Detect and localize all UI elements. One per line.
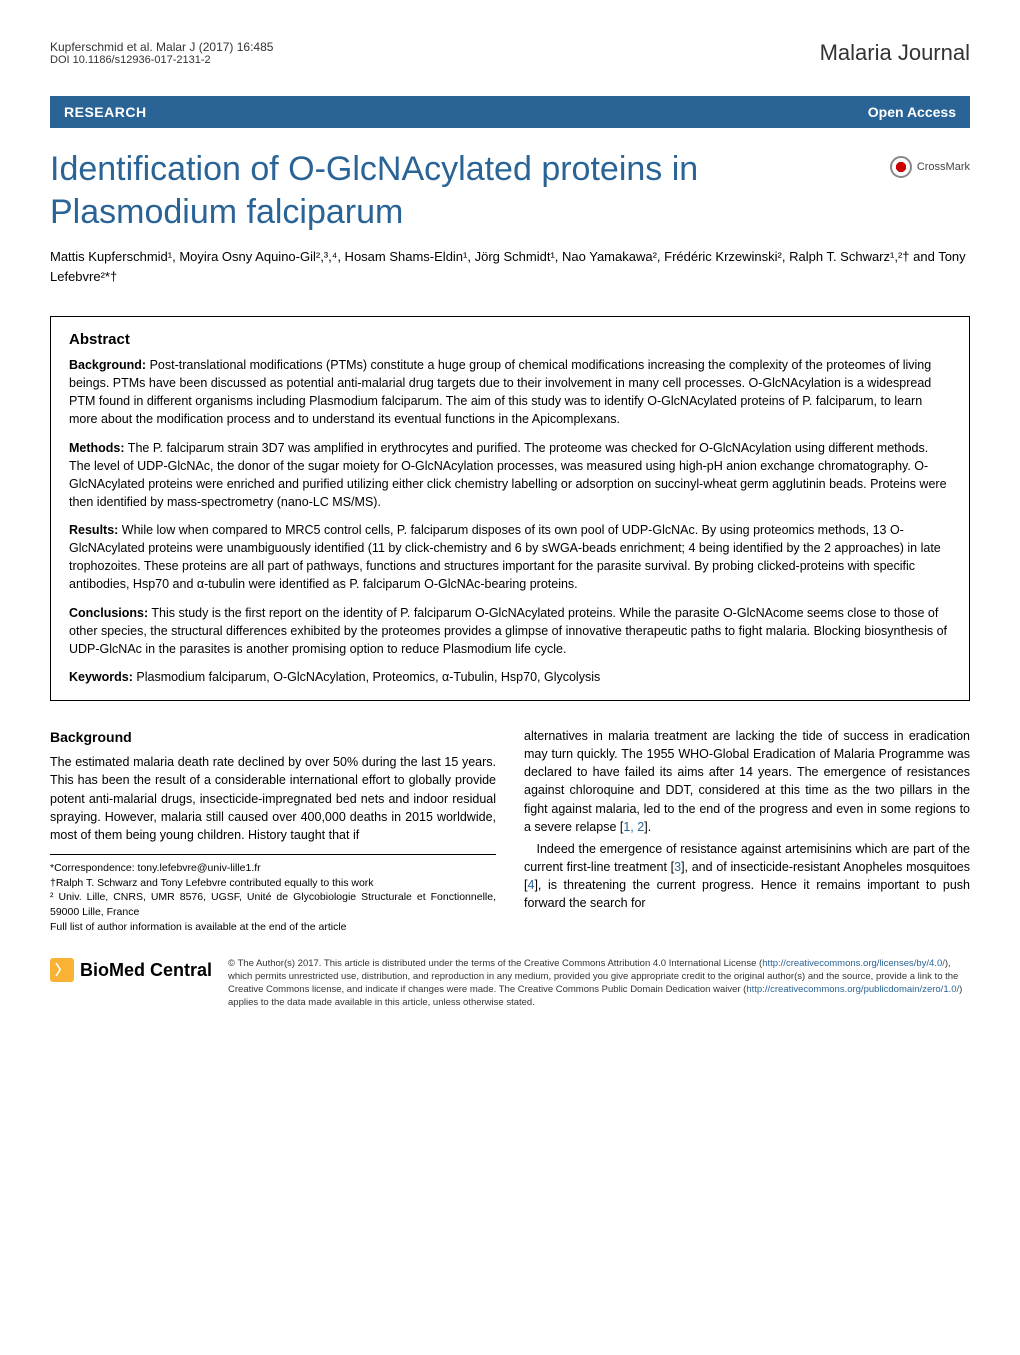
abstract-heading: Abstract xyxy=(69,331,951,348)
article-title: Identification of O-GlcNAcylated protein… xyxy=(50,148,870,233)
body-columns: Background The estimated malaria death r… xyxy=(50,727,970,934)
right-p1-end: ]. xyxy=(644,820,651,834)
license-text: © The Author(s) 2017. This article is di… xyxy=(228,958,970,1009)
crossmark-label: CrossMark xyxy=(917,161,970,173)
abstract-keywords-label: Keywords: xyxy=(69,670,133,684)
abstract-conclusions-label: Conclusions: xyxy=(69,606,148,620)
abstract-background-label: Background: xyxy=(69,358,146,372)
right-p2c: ], is threatening the current progress. … xyxy=(524,878,970,910)
right-column: alternatives in malaria treatment are la… xyxy=(524,727,970,934)
abstract-background: Background: Post-translational modificat… xyxy=(69,356,951,429)
page-header: Kupferschmid et al. Malar J (2017) 16:48… xyxy=(50,40,970,66)
citation: Kupferschmid et al. Malar J (2017) 16:48… xyxy=(50,40,273,54)
abstract-keywords-text: Plasmodium falciparum, O-GlcNAcylation, … xyxy=(133,670,600,684)
footnote-affiliation-2: ² Univ. Lille, CNRS, UMR 8576, UGSF, Uni… xyxy=(50,890,496,919)
crossmark-badge[interactable]: CrossMark xyxy=(890,156,970,178)
abstract-keywords: Keywords: Plasmodium falciparum, O-GlcNA… xyxy=(69,668,951,686)
abstract-background-text: Post-translational modifications (PTMs) … xyxy=(69,358,931,426)
abstract-conclusions: Conclusions: This study is the first rep… xyxy=(69,604,951,658)
abstract-results-label: Results: xyxy=(69,523,118,537)
license-link-1[interactable]: http://creativecommons.org/licenses/by/4… xyxy=(762,958,945,969)
footnotes: *Correspondence: tony.lefebvre@univ-lill… xyxy=(50,854,496,934)
bmc-icon: 〉 xyxy=(50,958,74,982)
abstract-methods-text: The P. falciparum strain 3D7 was amplifi… xyxy=(69,441,947,509)
left-column: Background The estimated malaria death r… xyxy=(50,727,496,934)
authors-line: Mattis Kupferschmid¹, Moyira Osny Aquino… xyxy=(50,247,970,286)
abstract-results: Results: While low when compared to MRC5… xyxy=(69,521,951,594)
bmc-logo-text: BioMed Central xyxy=(80,960,212,981)
doi: DOI 10.1186/s12936-017-2131-2 xyxy=(50,54,273,66)
background-heading: Background xyxy=(50,727,496,747)
right-p1-text: alternatives in malaria treatment are la… xyxy=(524,729,970,834)
left-paragraph-1: The estimated malaria death rate decline… xyxy=(50,753,496,844)
biomed-central-logo: 〉 BioMed Central xyxy=(50,958,212,982)
footnote-full-list: Full list of author information is avail… xyxy=(50,920,496,935)
abstract-methods: Methods: The P. falciparum strain 3D7 wa… xyxy=(69,439,951,512)
research-bar: RESEARCH Open Access xyxy=(50,96,970,128)
right-paragraph-1: alternatives in malaria treatment are la… xyxy=(524,727,970,836)
license-a: © The Author(s) 2017. This article is di… xyxy=(228,958,762,969)
footnote-equal: †Ralph T. Schwarz and Tony Lefebvre cont… xyxy=(50,876,496,891)
abstract-methods-label: Methods: xyxy=(69,441,125,455)
abstract-box: Abstract Background: Post-translational … xyxy=(50,316,970,701)
journal-name: Malaria Journal xyxy=(820,40,970,66)
abstract-conclusions-text: This study is the first report on the id… xyxy=(69,606,947,656)
abstract-results-text: While low when compared to MRC5 control … xyxy=(69,523,941,591)
license-link-2[interactable]: http://creativecommons.org/publicdomain/… xyxy=(746,984,959,995)
footnote-correspondence: *Correspondence: tony.lefebvre@univ-lill… xyxy=(50,861,496,876)
citation-block: Kupferschmid et al. Malar J (2017) 16:48… xyxy=(50,40,273,66)
open-access-label: Open Access xyxy=(868,104,956,120)
reference-link-1-2[interactable]: 1, 2 xyxy=(623,820,644,834)
research-label: RESEARCH xyxy=(64,104,147,120)
right-paragraph-2: Indeed the emergence of resistance again… xyxy=(524,840,970,913)
page-footer: 〉 BioMed Central © The Author(s) 2017. T… xyxy=(50,958,970,1009)
crossmark-icon xyxy=(890,156,912,178)
